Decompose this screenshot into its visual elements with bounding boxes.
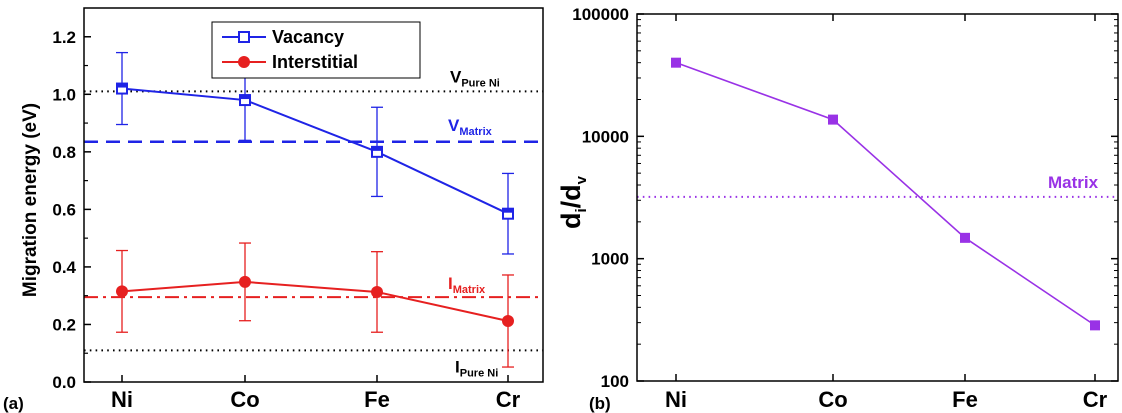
ref-label-v-pure-ni: VPure Ni [450, 67, 500, 89]
ref-label-matrix: Matrix [1048, 173, 1099, 192]
x-tick-label-fe: Fe [952, 387, 978, 412]
y-tick-label-10000: 10000 [582, 127, 629, 146]
y-tick-label-0-4: 0.4 [52, 258, 76, 277]
panel-a-reference-labels: VPure Ni VMatrix IMatrix IPure Ni [448, 67, 500, 379]
panel-a-chart: 0.0 0.2 0.4 0.6 0.8 1.0 1.2 Ni Co Fe Cr Migration … [3, 7, 544, 413]
interstitial-line [121, 280, 509, 322]
panel-b-series [671, 57, 1100, 331]
series-0-line [675, 61, 1096, 327]
ref-label-i-matrix: IMatrix [448, 274, 486, 296]
y-tick-label-0-8: 0.8 [52, 143, 76, 162]
panel-b-label: (b) [589, 394, 611, 413]
panel-a-legend: Vacancy Interstitial [211, 21, 421, 79]
vacancy-point-top-half [503, 208, 513, 213]
legend-interstitial-marker [238, 56, 250, 68]
interstitial-point-ni [116, 285, 128, 298]
x-tick-label-cr: Cr [1083, 387, 1108, 412]
vacancy-line [121, 87, 509, 215]
panel-a-y-axis-label: Migration energy (eV) [20, 103, 41, 297]
y-tick-label-1-0: 1.0 [52, 85, 76, 104]
y-tick-label-1-2: 1.2 [52, 28, 76, 47]
panel-a-axes: 0.0 0.2 0.4 0.6 0.8 1.0 1.2 Ni Co Fe Cr [52, 28, 520, 412]
interstitial-point-co [239, 275, 251, 288]
ref-label-v-matrix: VMatrix [448, 116, 493, 138]
ylabel-sub-i: i [573, 208, 590, 212]
ylabel-d: d [556, 213, 586, 230]
ylabel-sub-v: v [573, 175, 590, 184]
panel-b-plot-frame [636, 13, 1119, 382]
y-tick-label-100000: 100000 [572, 5, 629, 24]
interstitial-point-fe [371, 285, 383, 298]
panel-b-chart: 100 1000 10000 100000 Ni Co Fe Cr di/dv (b) Mat… [556, 5, 1119, 413]
legend-vacancy-label: Vacancy [272, 27, 344, 47]
legend-vacancy-marker [238, 31, 250, 43]
legend-interstitial-label: Interstitial [272, 52, 358, 72]
vacancy-point-top-half [117, 83, 127, 88]
x-tick-label-ni: Ni [665, 387, 687, 412]
y-tick-label-0-6: 0.6 [52, 200, 76, 219]
x-tick-label-co: Co [818, 387, 847, 412]
vacancy-point-top-half [240, 95, 250, 100]
y-tick-label-0-2: 0.2 [52, 315, 76, 334]
series-0-point-co [828, 114, 838, 125]
x-tick-label-fe: Fe [364, 387, 390, 412]
x-tick-label-co: Co [230, 387, 259, 412]
x-tick-label-cr: Cr [496, 387, 521, 412]
ref-label-i-pure-ni: IPure Ni [455, 357, 498, 379]
panel-a-series [116, 51, 514, 368]
x-tick-label-ni: Ni [111, 387, 133, 412]
panel-b-axes: 100 1000 10000 100000 Ni Co Fe Cr [572, 5, 1118, 412]
ylabel-slash-d: /d [556, 184, 586, 208]
panel-a-label: (a) [3, 394, 24, 413]
series-0-point-ni [671, 57, 681, 68]
panel-a-plot-frame [83, 7, 544, 383]
series-0-point-fe [960, 232, 970, 243]
panel-b-reference-labels: Matrix [1048, 173, 1099, 192]
y-tick-label-1000: 1000 [591, 250, 629, 269]
y-tick-label-0-0: 0.0 [52, 373, 76, 392]
y-tick-label-100: 100 [601, 372, 629, 391]
vacancy-point-top-half [372, 146, 382, 151]
series-0-point-cr [1090, 320, 1100, 331]
panel-b-y-axis-label: di/dv [556, 175, 590, 229]
interstitial-point-cr [502, 315, 514, 328]
